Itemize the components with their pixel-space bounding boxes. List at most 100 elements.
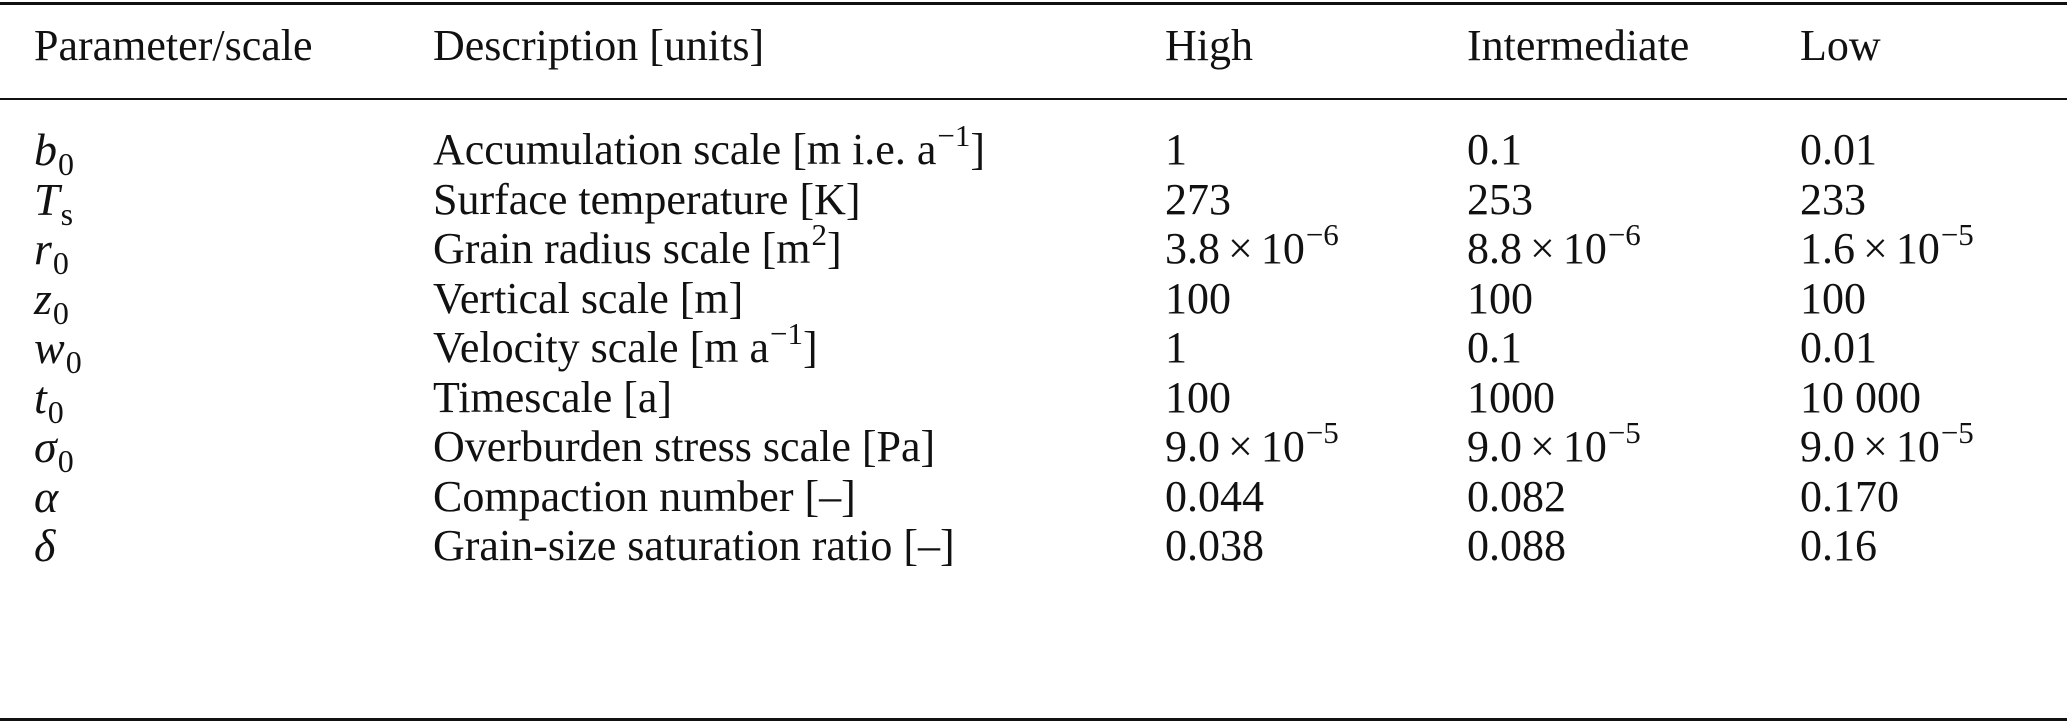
table-top-rule [0, 2, 2067, 5]
value-exponent: −5 [1305, 415, 1339, 450]
value-mantissa: 1000 [1467, 372, 1555, 422]
value-intermediate: 1000 [1467, 366, 1555, 430]
parameter-cell: σ0 [34, 415, 74, 479]
table-row: Ts Surface temperature [K] 273 253 233 [0, 168, 2067, 232]
value-intermediate: 0.082 [1467, 465, 1566, 529]
value-intermediate: 0.1 [1467, 316, 1522, 380]
value-mantissa: 0.082 [1467, 471, 1566, 521]
parameter-symbol: z [34, 272, 52, 324]
value-mantissa: 0.16 [1800, 521, 1877, 570]
header-description: Description [units] [433, 21, 765, 70]
description-text: Accumulation scale [m i.e. a [433, 125, 937, 174]
table-row: t0 Timescale [a] 100 1000 10 000 [0, 366, 2067, 430]
value-high: 100 [1165, 366, 1231, 430]
value-base: 10 [1260, 422, 1305, 471]
value-mantissa: 0.170 [1800, 471, 1899, 521]
value-exponent: −6 [1607, 217, 1641, 252]
value-mantissa: 100 [1165, 273, 1231, 323]
parameter-subscript: 0 [47, 393, 64, 430]
value-mantissa: 273 [1165, 174, 1231, 224]
description-text: Grain radius scale [m [433, 224, 811, 273]
value-high: 3.8 × 10−6 [1165, 217, 1339, 281]
value-mantissa: 0.088 [1467, 521, 1566, 570]
value-high: 1 [1165, 118, 1187, 182]
description-text: Timescale [a] [433, 372, 673, 422]
header-low: Low [1800, 21, 1881, 70]
value-base: 10 [1562, 422, 1607, 471]
table-header-row: Parameter/scale Description [units] High… [0, 14, 2067, 78]
parameter-subscript: s [60, 195, 74, 232]
value-exponent: −5 [1940, 415, 1974, 450]
value-low: 1.6 × 10−5 [1800, 217, 1974, 281]
description-cell: Grain radius scale [m2] [433, 217, 842, 281]
value-mantissa: 1 [1165, 323, 1187, 372]
parameter-cell: z0 [34, 267, 69, 331]
table-row: w0 Velocity scale [m a−1] 1 0.1 0.01 [0, 316, 2067, 380]
parameter-symbol: w [34, 322, 65, 373]
description-cell: Accumulation scale [m i.e. a−1] [433, 118, 985, 182]
value-mantissa: 9.0 [1165, 422, 1220, 471]
parameter-cell: δ [34, 514, 55, 578]
parameter-cell: b0 [34, 118, 74, 182]
description-close: ] [827, 224, 842, 273]
value-intermediate: 0.088 [1467, 514, 1566, 578]
value-mantissa: 3.8 [1165, 224, 1220, 273]
description-text: Grain-size saturation ratio [–] [433, 521, 955, 570]
value-mantissa: 0.01 [1800, 323, 1877, 372]
parameter-symbol: δ [34, 520, 56, 571]
value-low: 0.16 [1800, 514, 1877, 578]
value-mantissa: 0.01 [1800, 125, 1877, 174]
value-mantissa: 100 [1800, 273, 1866, 323]
description-cell: Vertical scale [m] [433, 267, 743, 331]
value-base: 10 [1895, 224, 1940, 273]
parameter-symbol: t [34, 371, 47, 423]
times-sign: × [1530, 224, 1555, 273]
table-header-rule [0, 98, 2067, 100]
description-close: ] [802, 323, 818, 372]
value-intermediate: 8.8 × 10−6 [1467, 217, 1641, 281]
parameter-cell: Ts [34, 168, 73, 232]
description-cell: Velocity scale [m a−1] [433, 316, 818, 380]
value-mantissa: 100 [1165, 372, 1231, 422]
parameter-cell: t0 [34, 366, 64, 430]
unit-exponent: −1 [769, 316, 803, 351]
table-row: r0 Grain radius scale [m2] 3.8 × 10−6 8.8 × 10−… [0, 217, 2067, 281]
value-low: 10 000 [1800, 366, 1921, 430]
value-high: 1 [1165, 316, 1187, 380]
value-low: 0.01 [1800, 316, 1877, 380]
value-intermediate: 100 [1467, 267, 1533, 331]
value-high: 0.038 [1165, 514, 1264, 578]
value-low: 0.170 [1800, 465, 1899, 529]
description-text: Compaction number [–] [433, 471, 856, 521]
description-cell: Surface temperature [K] [433, 168, 861, 232]
times-sign: × [1530, 422, 1555, 471]
description-cell: Overburden stress scale [Pa] [433, 415, 935, 479]
value-low: 9.0 × 10−5 [1800, 415, 1974, 479]
value-exponent: −5 [1940, 217, 1974, 252]
value-exponent: −5 [1607, 415, 1641, 450]
value-mantissa: 233 [1800, 174, 1866, 224]
parameter-cell: r0 [34, 217, 69, 281]
description-text: Velocity scale [m a [433, 323, 769, 372]
parameter-symbol: r [34, 223, 52, 274]
description-text: Overburden stress scale [Pa] [433, 422, 936, 471]
value-exponent: −6 [1305, 217, 1339, 252]
times-sign: × [1228, 422, 1253, 471]
value-high: 0.044 [1165, 465, 1264, 529]
value-intermediate: 0.1 [1467, 118, 1522, 182]
parameter-subscript: 0 [57, 443, 74, 479]
value-low: 0.01 [1800, 118, 1877, 182]
parameter-subscript: 0 [52, 245, 69, 281]
description-cell: Grain-size saturation ratio [–] [433, 514, 955, 578]
parameter-cell: α [34, 465, 58, 529]
table-row: σ0 Overburden stress scale [Pa] 9.0 × 10−5 9.… [0, 415, 2067, 479]
value-high: 100 [1165, 267, 1231, 331]
parameter-symbol: T [34, 173, 60, 225]
value-intermediate: 253 [1467, 168, 1533, 232]
value-mantissa: 1.6 [1800, 224, 1855, 273]
value-mantissa: 1 [1165, 125, 1187, 174]
description-cell: Timescale [a] [433, 366, 672, 430]
value-low: 100 [1800, 267, 1866, 331]
value-mantissa: 0.1 [1467, 323, 1522, 372]
